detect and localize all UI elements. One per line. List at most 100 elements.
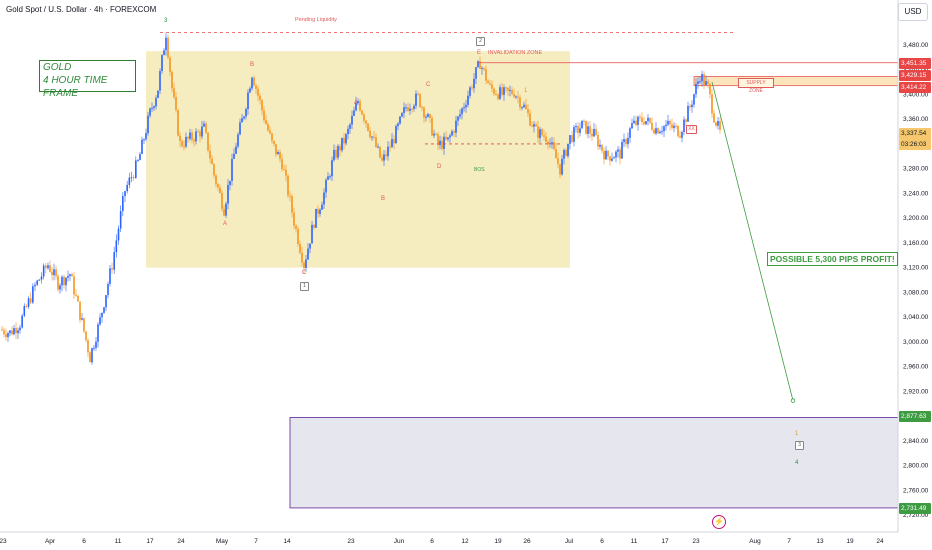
- candle-body: [343, 137, 345, 144]
- candle-body: [273, 140, 275, 145]
- candle-body: [128, 177, 131, 185]
- candle-body: [145, 133, 147, 140]
- candle-body: [575, 126, 577, 128]
- candle-body: [65, 277, 67, 286]
- candle-body: [229, 180, 231, 185]
- candle-body: [187, 136, 189, 139]
- candle-body: [163, 50, 165, 56]
- candle-body: [295, 225, 297, 229]
- candle-body: [643, 122, 645, 125]
- candle-body: [75, 294, 77, 296]
- candle-body: [241, 118, 243, 123]
- candle-body: [137, 160, 139, 162]
- candle-body: [457, 116, 459, 121]
- candle-body: [81, 318, 83, 320]
- candle-body: [169, 57, 171, 72]
- bos-label: BOS: [474, 167, 485, 173]
- candle-body: [711, 94, 713, 114]
- candle-body: [25, 306, 28, 308]
- lightning-icon[interactable]: ⚡: [712, 515, 726, 529]
- candle-body: [375, 137, 377, 148]
- time-tick-label: Jul: [565, 538, 574, 545]
- candle-body: [521, 107, 523, 109]
- price-label-current: 3,337.54: [899, 128, 931, 139]
- candle-body: [71, 274, 73, 277]
- time-tick-label: 6: [82, 538, 86, 545]
- currency-button[interactable]: USD: [898, 3, 928, 21]
- price-tick-label: 3,160.00: [903, 240, 929, 247]
- time-tick-label: 19: [846, 538, 854, 545]
- price-tick-label: 2,720.00: [903, 512, 929, 519]
- candle-body: [635, 120, 637, 125]
- candle-body: [499, 87, 501, 99]
- candle-body: [159, 71, 161, 91]
- candle-body: [253, 77, 255, 86]
- candle-body: [393, 139, 395, 144]
- candle-body: [657, 128, 659, 134]
- candle-body: [207, 132, 209, 151]
- candle-body: [681, 131, 683, 138]
- candle-body: [391, 139, 393, 148]
- candle-body: [9, 330, 11, 334]
- time-tick-label: 7: [787, 538, 791, 545]
- candle-body: [601, 144, 603, 151]
- candle-body: [445, 136, 447, 140]
- candle-body: [249, 88, 251, 93]
- candle-body: [157, 90, 159, 98]
- candle-body: [111, 268, 113, 270]
- price-tick-label: 2,800.00: [903, 463, 929, 470]
- candle-body: [259, 95, 261, 101]
- candle-body: [61, 276, 63, 286]
- candle-body: [715, 122, 717, 126]
- candle-body: [449, 135, 451, 138]
- candle-body: [197, 131, 199, 133]
- wave-label-3: 3: [164, 18, 168, 24]
- candle-body: [649, 117, 651, 123]
- candle-body: [239, 122, 241, 135]
- candle-body: [545, 136, 547, 142]
- candle-body: [189, 132, 191, 139]
- candle-body: [527, 109, 529, 114]
- candle-body: [691, 104, 693, 108]
- candle-body: [577, 126, 579, 133]
- candle-body: [315, 208, 317, 228]
- candle-body: [503, 87, 505, 95]
- price-tick-label: 3,400.00: [903, 91, 929, 98]
- candle-body: [593, 128, 595, 137]
- wave-label-e: E: [477, 50, 482, 56]
- candle-body: [641, 117, 643, 123]
- candle-body: [337, 146, 339, 158]
- candle-body: [629, 128, 631, 138]
- candle-body: [135, 160, 137, 178]
- candle-body: [359, 101, 361, 111]
- candle-body: [589, 126, 591, 134]
- candle-body: [361, 110, 363, 115]
- candle-body: [555, 149, 557, 159]
- candle-body: [231, 158, 233, 181]
- candle-body: [335, 149, 337, 158]
- candle-body: [347, 128, 349, 135]
- candle-body: [695, 83, 697, 95]
- candle-body: [703, 74, 705, 85]
- candle-body: [69, 274, 71, 276]
- candle-body: [561, 158, 563, 175]
- candle-body: [299, 244, 301, 253]
- pending-liquidity-label: Pending Liquidity: [295, 17, 337, 23]
- candle-body: [717, 121, 719, 126]
- candle-body: [211, 158, 213, 165]
- candle-body: [341, 137, 343, 151]
- candle-body: [5, 334, 7, 338]
- candle-body: [177, 110, 179, 136]
- candle-body: [407, 107, 409, 111]
- candle-body: [1, 329, 3, 331]
- timeframe-note: GOLD 4 HOUR TIME FRAME: [39, 60, 136, 99]
- price-label-supply-bottom: 3,414.22: [899, 82, 931, 93]
- candle-body: [509, 89, 511, 91]
- candle-body: [679, 136, 681, 138]
- wave-badge-2: 2: [476, 37, 485, 46]
- candle-body: [11, 330, 13, 335]
- candle-body: [389, 146, 391, 148]
- candle-body: [653, 129, 655, 134]
- supply-zone: [693, 76, 899, 87]
